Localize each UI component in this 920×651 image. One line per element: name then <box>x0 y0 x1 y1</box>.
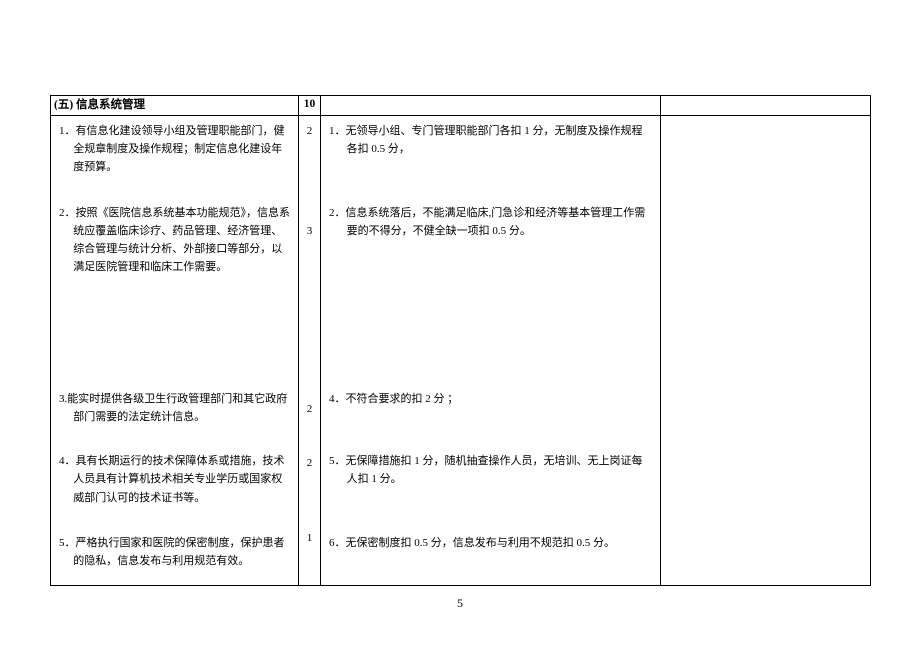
table-header-row: (五) 信息系统管理 10 <box>51 96 871 116</box>
empty-column <box>661 115 871 585</box>
desc-item: 6．无保密制度扣 0.5 分，信息发布与利用不规范扣 0.5 分。 <box>329 534 652 552</box>
score-column: 2 3 2 2 1 <box>299 115 321 585</box>
desc-item: 2．信息系统落后，不能满足临床,门急诊和经济等基本管理工作需要的不得分，不健全缺… <box>329 204 652 364</box>
score-value: 2 <box>299 400 320 418</box>
criteria-column: 1．有信息化建设领导小组及管理职能部门，健全规章制度及操作规程；制定信息化建设年… <box>51 115 299 585</box>
desc-item: 4．不符合要求的扣 2 分 ； <box>329 390 652 426</box>
section-title-cell: (五) 信息系统管理 <box>51 96 299 116</box>
criteria-item: 3.能实时提供各级卫生行政管理部门和其它政府部门需要的法定统计信息。 <box>59 390 290 426</box>
table-body-row: 1．有信息化建设领导小组及管理职能部门，健全规章制度及操作规程；制定信息化建设年… <box>51 115 871 585</box>
section-score-cell: 10 <box>299 96 321 116</box>
score-value: 2 <box>299 122 320 140</box>
header-desc-cell <box>321 96 661 116</box>
desc-item: 1．无领导小组、专门管理职能部门各扣 1 分，无制度及操作规程各扣 0.5 分， <box>329 122 652 178</box>
page-number: 5 <box>0 596 920 611</box>
score-value: 1 <box>299 529 320 547</box>
criteria-item: 4．具有长期运行的技术保障体系或措施，技术人员具有计算机技术相关专业学历或国家权… <box>59 452 290 508</box>
criteria-item: 2．按照《医院信息系统基本功能规范》，信息系统应覆盖临床诊疗、药品管理、经济管理… <box>59 204 290 364</box>
document-page: (五) 信息系统管理 10 1．有信息化建设领导小组及管理职能部门，健全规章制度… <box>50 95 870 586</box>
desc-item: 5．无保障措施扣 1 分，随机抽查操作人员，无培训、无上岗证每人扣 1 分。 <box>329 452 652 508</box>
section-score: 10 <box>304 98 316 110</box>
section-title: (五) 信息系统管理 <box>54 99 145 111</box>
header-empty-cell <box>661 96 871 116</box>
score-value: 2 <box>299 454 320 472</box>
evaluation-table: (五) 信息系统管理 10 1．有信息化建设领导小组及管理职能部门，健全规章制度… <box>50 95 871 586</box>
criteria-item: 5．严格执行国家和医院的保密制度，保护患者的隐私，信息发布与利用规范有效。 <box>59 534 290 570</box>
score-value: 3 <box>299 222 320 240</box>
criteria-item: 1．有信息化建设领导小组及管理职能部门，健全规章制度及操作规程；制定信息化建设年… <box>59 122 290 178</box>
desc-column: 1．无领导小组、专门管理职能部门各扣 1 分，无制度及操作规程各扣 0.5 分，… <box>321 115 661 585</box>
